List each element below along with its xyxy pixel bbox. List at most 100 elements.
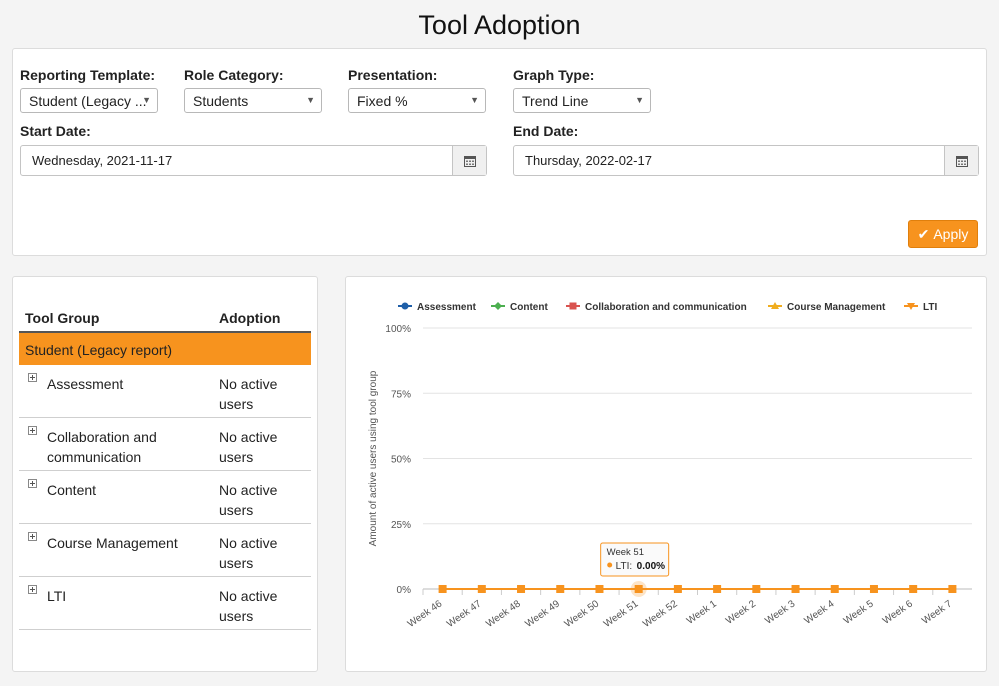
column-header-tool-group: Tool Group: [25, 310, 100, 326]
apply-button-label: Apply: [933, 226, 969, 242]
hover-marker: [634, 586, 643, 593]
tooltip-series-dot: [607, 562, 613, 568]
x-tick-label: Week 50: [563, 598, 602, 630]
x-tick-label: Week 5: [842, 598, 876, 627]
end-date-label: End Date:: [513, 123, 579, 139]
tooltip-category: Week 51: [607, 547, 644, 558]
end-date-field[interactable]: Thursday, 2022-02-17: [513, 145, 979, 176]
legend-marker: [494, 302, 502, 310]
data-point: [595, 585, 604, 593]
tool-group-name: Assessment: [47, 376, 124, 392]
data-point: [752, 585, 761, 593]
x-tick-label: Week 48: [484, 598, 523, 630]
legend-label: Assessment: [417, 302, 477, 313]
x-tick-label: Week 52: [641, 598, 680, 630]
presentation-label: Presentation:: [348, 67, 438, 83]
filter-panel: Reporting Template: Student (Legacy ... …: [12, 48, 987, 256]
calendar-icon[interactable]: [452, 146, 486, 175]
chart-panel: 0% 25% 50% 75% 100% Week 46 Week 47 Week 48 Week…: [345, 276, 987, 672]
tooltip-box: [600, 542, 670, 577]
tooltip-value: 0.00%: [637, 561, 665, 572]
data-point: [869, 585, 878, 593]
x-tick-label: Week 49: [523, 598, 562, 630]
legend-label: LTI: [923, 302, 937, 313]
data-point: [556, 585, 565, 593]
expand-icon[interactable]: [28, 426, 37, 435]
tooltip-series-label: LTI:: [616, 561, 632, 572]
chevron-down-icon: ▼: [142, 95, 151, 105]
tool-group-name: Collaboration and communication: [47, 429, 157, 465]
apply-button[interactable]: ✔ Apply: [908, 220, 978, 248]
presentation-select[interactable]: Fixed % ▼: [348, 88, 486, 113]
role-category-value: Students: [193, 93, 249, 109]
x-tick-label: Week 2: [724, 598, 758, 627]
x-tick-label: Week 1: [685, 598, 719, 627]
table-row: LTI No active users: [19, 577, 311, 630]
x-tick-label: Week 7: [920, 598, 954, 627]
chevron-down-icon: ▼: [635, 95, 644, 105]
legend-marker: [401, 302, 409, 310]
tool-group-name: LTI: [47, 588, 67, 604]
legend-marker: [771, 302, 779, 309]
adoption-value: No active users: [219, 376, 278, 412]
x-tick-label: Week 51: [602, 598, 641, 630]
y-tick-label: 50%: [391, 455, 411, 466]
tool-group-name: Content: [47, 482, 97, 498]
page-title: Tool Adoption: [418, 10, 581, 40]
table-row: Assessment No active users: [19, 365, 311, 418]
legend-label: Content: [510, 302, 548, 313]
table-row: Content No active users: [19, 471, 311, 524]
tool-group-name: Course Management: [47, 535, 178, 551]
y-tick-label: 0%: [397, 585, 412, 596]
adoption-value: No active users: [219, 482, 278, 518]
data-point: [477, 585, 486, 593]
role-category-label: Role Category:: [184, 67, 284, 83]
chevron-down-icon: ▼: [470, 95, 479, 105]
graph-type-label: Graph Type:: [513, 67, 595, 83]
x-tick-label: Week 6: [881, 598, 915, 627]
x-tick-label: Week 47: [445, 598, 484, 630]
chevron-down-icon: ▼: [306, 95, 315, 105]
calendar-icon[interactable]: [944, 146, 978, 175]
legend-marker: [907, 303, 915, 310]
tool-group-table: Tool Group Adoption Student (Legacy repo…: [12, 276, 318, 672]
x-tick-label: Week 4: [803, 598, 837, 627]
reporting-template-select[interactable]: Student (Legacy ... ▼: [20, 88, 158, 113]
data-point: [909, 585, 918, 593]
legend-marker: [569, 302, 577, 310]
y-tick-label: 100%: [385, 324, 411, 335]
expand-icon[interactable]: [28, 373, 37, 382]
adoption-value: No active users: [219, 429, 278, 465]
data-point: [713, 585, 722, 593]
y-tick-label: 25%: [391, 520, 411, 531]
reporting-template-label: Reporting Template:: [20, 67, 156, 83]
data-point: [791, 585, 800, 593]
start-date-value: Wednesday, 2021-11-17: [32, 153, 173, 168]
reporting-template-value: Student (Legacy ...: [29, 93, 147, 109]
end-date-value: Thursday, 2022-02-17: [525, 153, 652, 168]
adoption-value: No active users: [219, 588, 278, 624]
x-tick-label: Week 3: [763, 598, 797, 627]
graph-type-value: Trend Line: [522, 93, 589, 109]
header-divider: [19, 331, 311, 333]
data-point: [438, 585, 447, 593]
expand-icon[interactable]: [28, 479, 37, 488]
data-point: [830, 585, 839, 593]
graph-type-select[interactable]: Trend Line ▼: [513, 88, 651, 113]
y-tick-label: 75%: [391, 389, 411, 400]
x-tick-label: Week 46: [406, 598, 445, 630]
expand-icon[interactable]: [28, 585, 37, 594]
role-category-select[interactable]: Students ▼: [184, 88, 322, 113]
adoption-value: No active users: [219, 535, 278, 571]
table-row: Collaboration and communication No activ…: [19, 418, 311, 471]
expand-icon[interactable]: [28, 532, 37, 541]
data-point: [673, 585, 682, 593]
column-header-adoption: Adoption: [219, 310, 281, 326]
start-date-field[interactable]: Wednesday, 2021-11-17: [20, 145, 487, 176]
trend-line-chart: 0%25%50%75%100%Week 46 Week 47 Week 48 Week…: [368, 302, 972, 630]
legend-label: Course Management: [787, 302, 886, 313]
start-date-label: Start Date:: [20, 123, 91, 139]
data-point: [517, 585, 526, 593]
table-row: Course Management No active users: [19, 524, 311, 577]
legend-label: Collaboration and communication: [585, 302, 747, 313]
